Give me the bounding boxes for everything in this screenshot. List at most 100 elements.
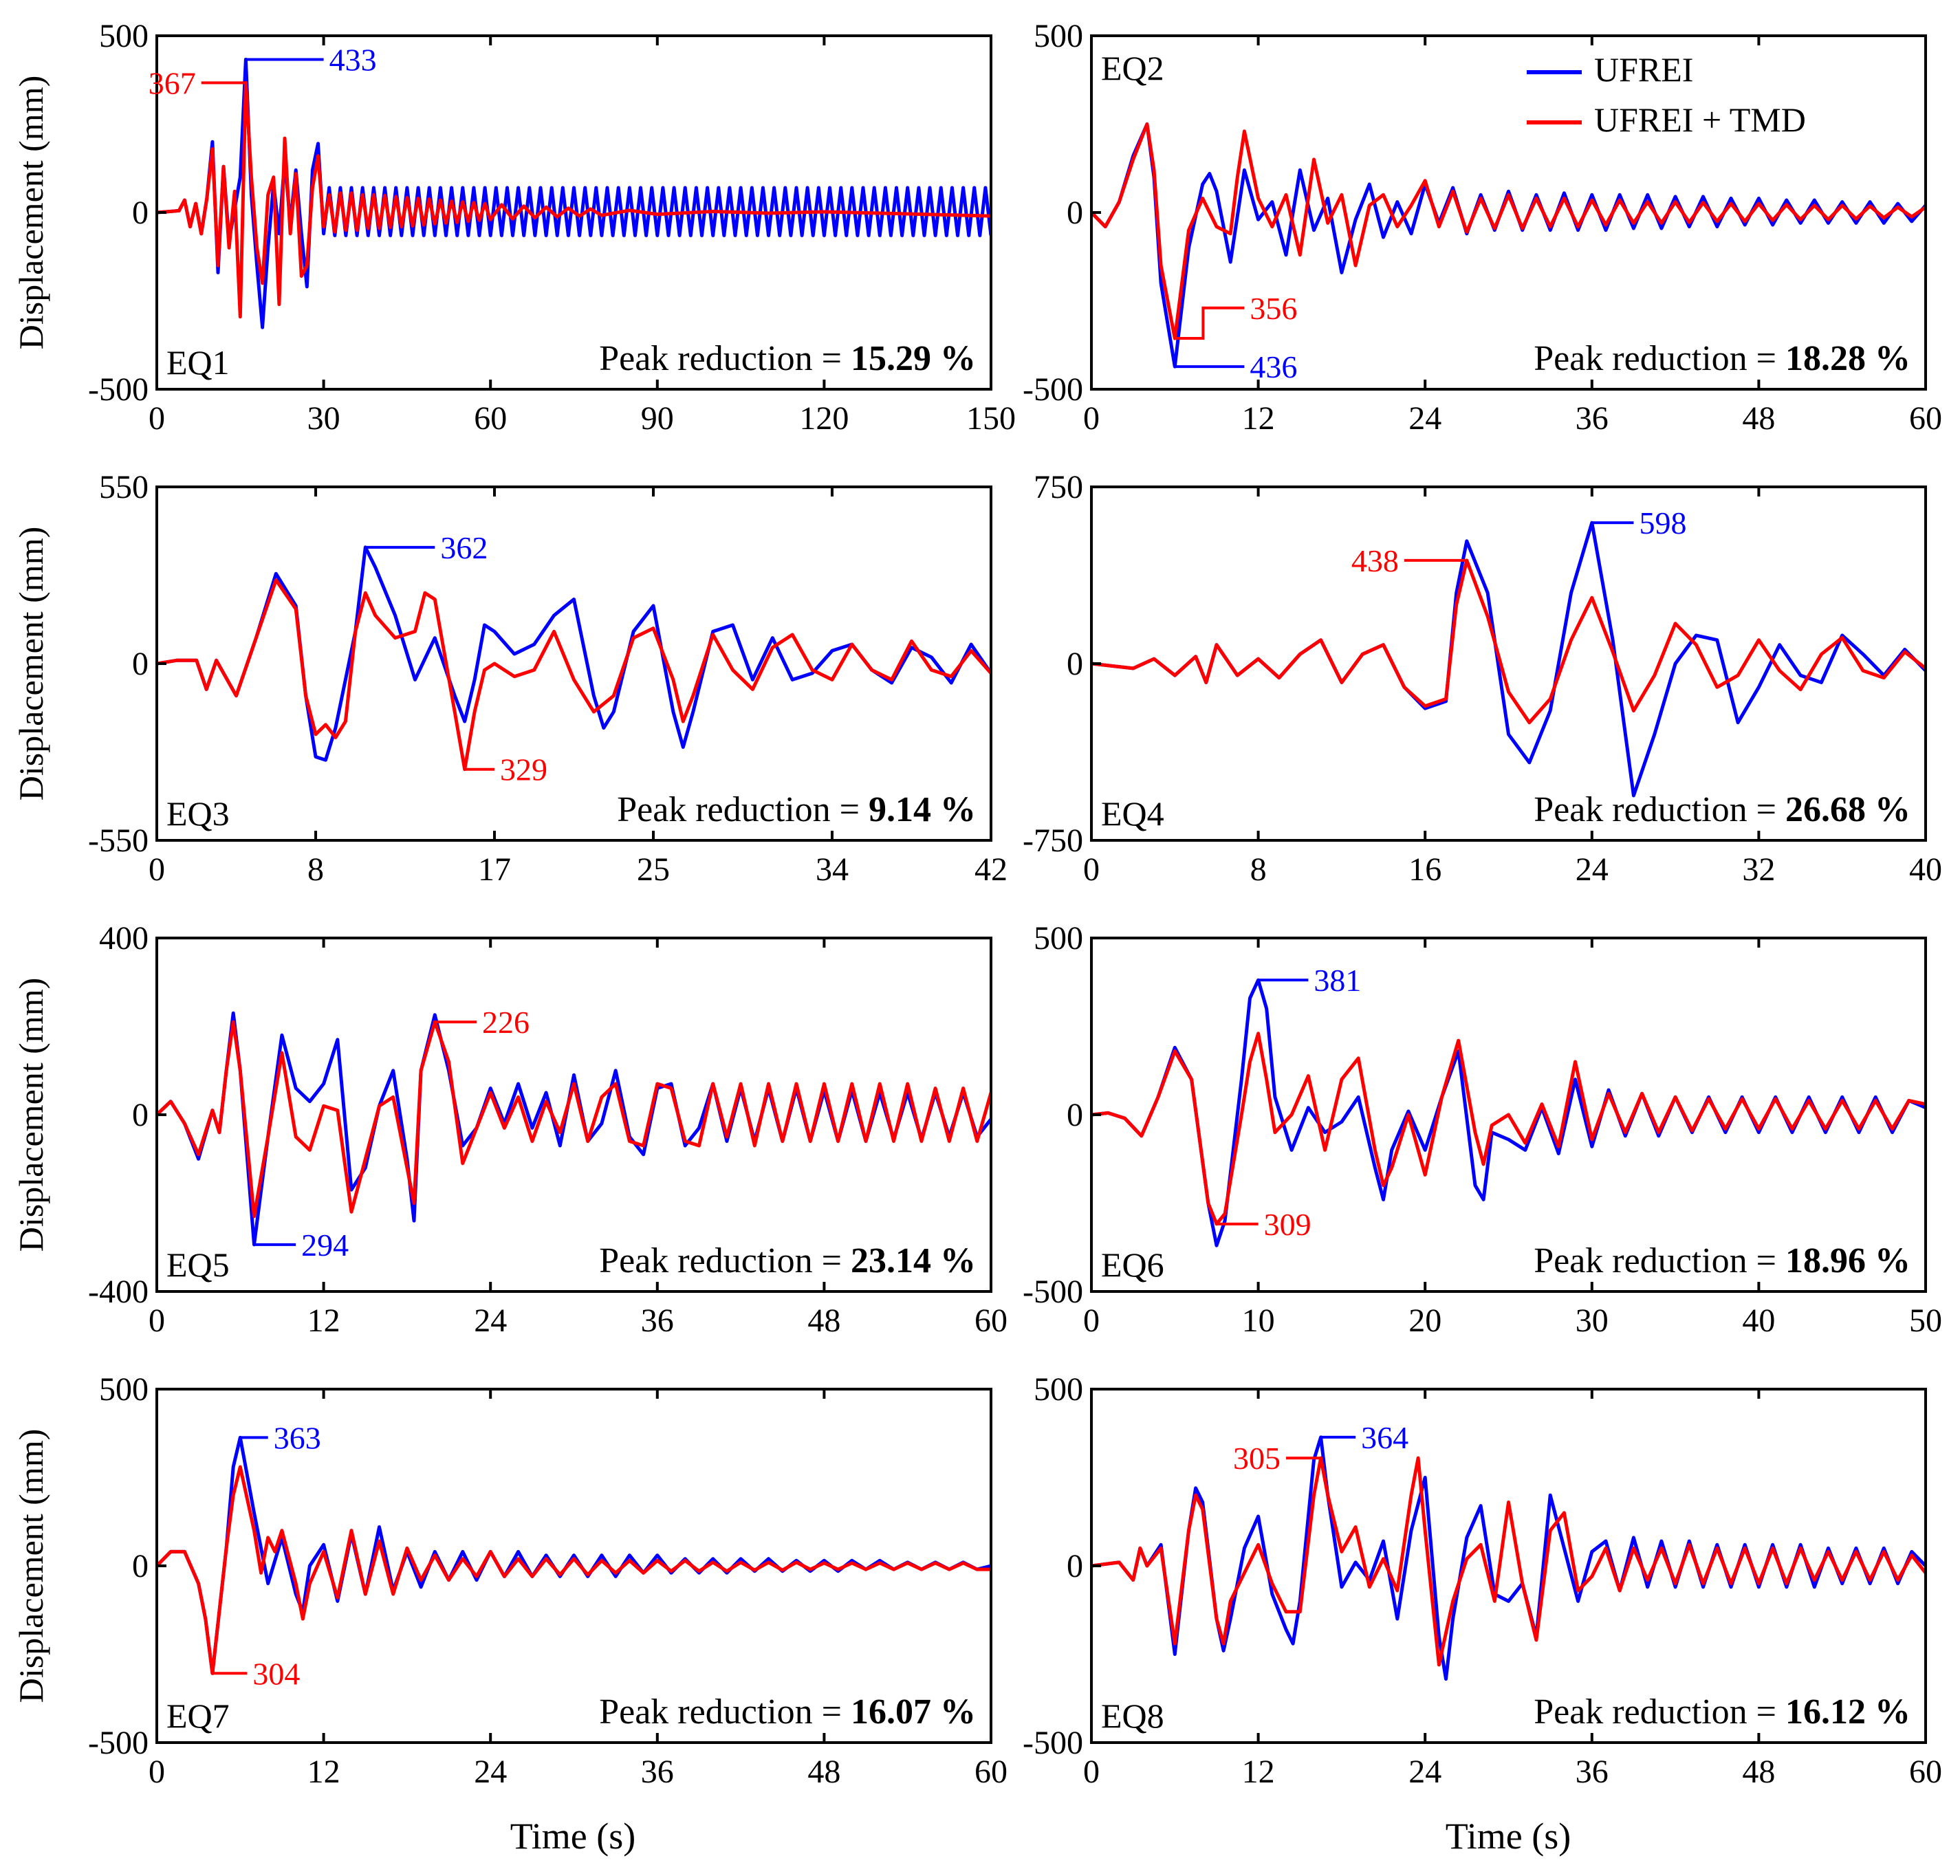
eq1-x-tick-label: 120 — [799, 400, 849, 437]
eq2-plot-frame — [1090, 34, 1927, 391]
eq7-y-tick-label: -500 — [88, 1725, 149, 1761]
eq6-y-tick-label: -500 — [1023, 1274, 1083, 1310]
eq1-x-tick-label: 90 — [641, 400, 674, 437]
eq1-series-ufrei — [157, 57, 991, 329]
eq7-annotation-363: 363 — [274, 1420, 321, 1455]
eq8-x-tick-label: 24 — [1408, 1754, 1441, 1790]
eq2-series-ufrei — [1091, 122, 1926, 369]
eq3-x-tick-label: 8 — [307, 851, 324, 888]
eq4-x-tick-label: 40 — [1909, 851, 1942, 888]
eq8-plot-frame — [1090, 1388, 1927, 1744]
eq6-x-tick-label: 30 — [1576, 1302, 1609, 1339]
y-axis-title: Displacement (mm) — [12, 978, 50, 1252]
eq8-annotation-305: 305 — [1233, 1441, 1281, 1476]
eq4-x-tick-label: 0 — [1083, 851, 1100, 888]
eq8-y-tick-label: 500 — [1034, 1371, 1083, 1408]
eq1-series-ufrei-tmd — [157, 80, 991, 319]
legend-label-ufrei: UFREI — [1594, 50, 1693, 89]
eq6-x-tick-label: 40 — [1742, 1302, 1775, 1339]
eq2-peak-reduction: Peak reduction = 18.28 % — [1534, 339, 1910, 378]
eq4-annotation-598: 598 — [1639, 505, 1686, 541]
eq5-y-tick-label: 400 — [99, 920, 149, 957]
eq7-series-ufrei-tmd — [157, 1465, 991, 1675]
eq3-annotation-362: 362 — [440, 530, 488, 565]
eq1-y-tick-label: -500 — [88, 371, 149, 408]
eq4-panel-label: EQ4 — [1101, 794, 1164, 833]
eq4-y-tick-label: -750 — [1023, 822, 1083, 859]
eq6-panel-label: EQ6 — [1101, 1245, 1164, 1284]
eq3-x-tick-label: 0 — [149, 851, 165, 888]
eq3-y-tick-label: 550 — [99, 469, 149, 505]
eq5-annotation-226: 226 — [482, 1005, 530, 1040]
eq2-annotation-436: 436 — [1250, 349, 1297, 384]
eq2-x-tick-label: 60 — [1909, 400, 1942, 437]
eq7-x-tick-label: 48 — [807, 1754, 840, 1790]
eq7-peak-reduction: Peak reduction = 16.07 % — [599, 1692, 976, 1732]
eq6-y-tick-label: 0 — [1067, 1097, 1083, 1133]
eq1-x-tick-label: 60 — [474, 400, 507, 437]
eq1-peak-reduction: Peak reduction = 15.29 % — [599, 339, 976, 378]
x-axis-title-left: Time (s) — [510, 1815, 636, 1857]
x-axis-titles: Time (s) Time (s) — [510, 1815, 1571, 1857]
eq8-x-tick-label: 12 — [1242, 1754, 1275, 1790]
eq6-annotation-309: 309 — [1264, 1207, 1311, 1242]
eq5-series-ufrei-tmd — [157, 1020, 991, 1219]
eq8-panel-label: EQ8 — [1101, 1697, 1164, 1735]
eq4-annotation-438: 438 — [1351, 543, 1399, 578]
eq4-x-tick-label: 8 — [1250, 851, 1267, 888]
eq6-x-tick-label: 10 — [1242, 1302, 1275, 1339]
eq2-x-tick-label: 24 — [1408, 400, 1441, 437]
eq5-x-tick-label: 48 — [807, 1302, 840, 1339]
eq6-x-tick-label: 0 — [1083, 1302, 1100, 1339]
eq7-x-tick-label: 24 — [474, 1754, 507, 1790]
eq1-x-tick-label: 150 — [966, 400, 1016, 437]
eq5-annotation-294: 294 — [301, 1228, 349, 1263]
eq2-y-tick-label: 0 — [1067, 195, 1083, 231]
eq1-y-tick-label: 0 — [132, 195, 149, 231]
eq5-x-tick-label: 60 — [974, 1302, 1008, 1339]
eq3-x-tick-label: 42 — [974, 851, 1008, 888]
eq3-annotation-329: 329 — [500, 752, 547, 787]
eq6-series-ufrei-tmd — [1091, 1032, 1926, 1226]
eq7-y-tick-label: 500 — [99, 1371, 149, 1408]
eq2-series-ufrei-tmd — [1091, 122, 1926, 340]
eq2-y-tick-label: -500 — [1023, 371, 1083, 408]
eq7-x-tick-label: 0 — [149, 1754, 165, 1790]
eq5-y-tick-label: -400 — [88, 1274, 149, 1310]
legend: UFREI UFREI + TMD — [1527, 50, 1806, 139]
eq7-y-tick-label: 0 — [132, 1548, 149, 1584]
eq5-panel-label: EQ5 — [166, 1245, 230, 1284]
eq5-x-tick-label: 12 — [307, 1302, 340, 1339]
eq2-x-tick-label: 12 — [1242, 400, 1275, 437]
eq4-series-ufrei-tmd — [1091, 558, 1926, 725]
eq1-panel-label: EQ1 — [166, 343, 230, 382]
eq1-x-tick-label: 30 — [307, 400, 340, 437]
eq6-y-tick-label: 500 — [1034, 920, 1083, 957]
eq6-x-tick-label: 50 — [1909, 1302, 1942, 1339]
eq2-annotation-leader — [1175, 306, 1245, 340]
eq1-y-tick-label: 500 — [99, 18, 149, 54]
eq8-series-ufrei — [1091, 1435, 1926, 1681]
eq3-y-tick-label: -550 — [88, 822, 149, 859]
eq2-panel-label: EQ2 — [1101, 49, 1164, 87]
eq3-series-ufrei — [157, 545, 991, 762]
eq2-y-tick-label: 500 — [1034, 18, 1083, 54]
eq7-series-ufrei — [157, 1435, 991, 1675]
eq2-x-tick-label: 0 — [1083, 400, 1100, 437]
y-axis-title: Displacement (mm) — [12, 76, 50, 350]
eq7-x-tick-label: 36 — [641, 1754, 674, 1790]
y-axis-title: Displacement (mm) — [12, 527, 50, 801]
eq8-x-tick-label: 0 — [1083, 1754, 1100, 1790]
eq3-y-tick-label: 0 — [132, 646, 149, 682]
eq6-annotation-381: 381 — [1314, 963, 1361, 998]
eq1-annotation-367: 367 — [149, 65, 196, 100]
eq3-x-tick-label: 34 — [816, 851, 849, 888]
